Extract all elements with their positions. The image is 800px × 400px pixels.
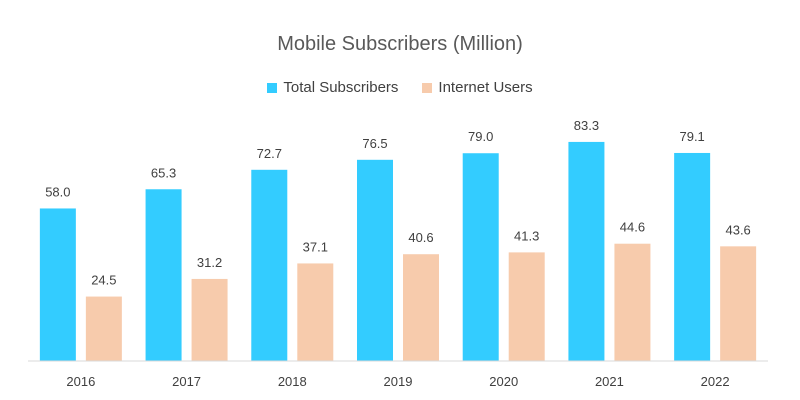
bar-internet-users-2018 — [297, 263, 334, 361]
data-label-internet-users-2018: 37.1 — [303, 239, 328, 254]
x-tick-label-2020: 2020 — [489, 374, 518, 389]
x-tick-label-2019: 2019 — [384, 374, 413, 389]
bar-total-subscribers-2017 — [145, 189, 182, 361]
bar-total-subscribers-2016 — [39, 208, 76, 361]
x-tick-label-2021: 2021 — [595, 374, 624, 389]
legend-label-total-subscribers: Total Subscribers — [283, 79, 399, 96]
bar-internet-users-2016 — [85, 296, 122, 361]
legend: Total Subscribers Internet Users — [0, 79, 800, 96]
bar-total-subscribers-2021 — [568, 141, 605, 361]
chart-title: Mobile Subscribers (Million) — [277, 33, 523, 55]
legend-item-internet-users: Internet Users — [422, 79, 533, 96]
data-label-internet-users-2020: 41.3 — [514, 228, 539, 243]
x-tick-label-2016: 2016 — [66, 374, 95, 389]
bar-total-subscribers-2018 — [251, 169, 288, 361]
data-label-total-subscribers-2019: 76.5 — [362, 136, 387, 151]
legend-label-internet-users: Internet Users — [438, 79, 533, 96]
bar-internet-users-2017 — [191, 278, 228, 361]
data-label-total-subscribers-2016: 58.0 — [45, 184, 70, 199]
data-label-internet-users-2022: 43.6 — [725, 222, 750, 237]
bar-internet-users-2020 — [508, 252, 545, 361]
bar-total-subscribers-2020 — [462, 153, 499, 361]
data-label-internet-users-2019: 40.6 — [408, 230, 433, 245]
data-label-total-subscribers-2022: 79.1 — [679, 129, 704, 144]
data-label-internet-users-2016: 24.5 — [91, 273, 116, 288]
data-label-total-subscribers-2020: 79.0 — [468, 129, 493, 144]
legend-item-total-subscribers: Total Subscribers — [267, 79, 398, 96]
bar-total-subscribers-2022 — [674, 152, 711, 361]
data-label-internet-users-2021: 44.6 — [620, 220, 645, 235]
data-label-total-subscribers-2021: 83.3 — [574, 118, 599, 133]
bar-internet-users-2019 — [403, 254, 439, 361]
legend-swatch-internet-users — [422, 82, 433, 93]
bar-internet-users-2022 — [720, 246, 757, 361]
data-label-internet-users-2017: 31.2 — [197, 255, 222, 270]
legend-swatch-total-subscribers — [267, 82, 278, 93]
x-tick-label-2022: 2022 — [701, 374, 730, 389]
bar-total-subscribers-2019 — [357, 159, 393, 361]
bar-internet-users-2021 — [614, 243, 651, 361]
x-tick-label-2017: 2017 — [172, 374, 201, 389]
x-tick-label-2018: 2018 — [278, 374, 307, 389]
data-label-total-subscribers-2017: 65.3 — [151, 165, 176, 180]
data-label-total-subscribers-2018: 72.7 — [257, 146, 282, 161]
